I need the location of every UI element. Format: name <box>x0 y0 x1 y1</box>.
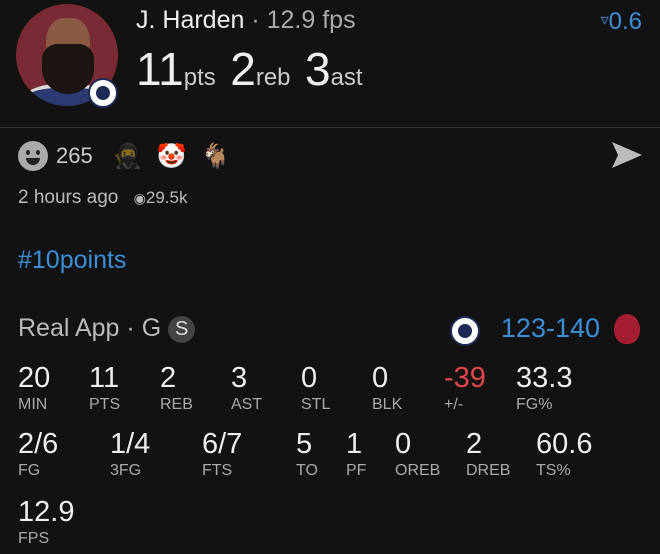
stat-value: 0 <box>301 362 318 394</box>
stat-label: FPS <box>18 530 50 547</box>
source-name: Real App <box>18 314 120 342</box>
opponent-team-logo-icon <box>614 314 640 344</box>
stat-oreb: 0 OREB <box>395 428 440 480</box>
stat-value: 20 <box>18 362 51 394</box>
position: G <box>141 314 162 342</box>
stat-value: 2 <box>466 428 483 460</box>
stat-label: PF <box>346 462 367 479</box>
separator: · <box>251 6 260 34</box>
ninja-emoji-icon[interactable]: 🥷 <box>112 142 143 170</box>
stat-label: TO <box>296 462 318 479</box>
reb-unit: reb <box>255 64 291 91</box>
stat-stl: 0 STL <box>301 362 330 414</box>
stat-label: AST <box>231 396 263 413</box>
reaction-count: 265 <box>56 143 93 168</box>
stat-value: 33.3 <box>516 362 573 394</box>
stat-fg-pct: 33.3 FG% <box>516 362 572 414</box>
stat-value: 1 <box>346 428 363 460</box>
stat-3fg: 1/4 3FG <box>110 428 150 480</box>
reb-value: 2 <box>230 43 256 95</box>
stat-value: 11 <box>89 362 120 394</box>
stat-ast: 3 AST <box>231 362 262 414</box>
game-score[interactable]: 123-140 <box>500 313 600 343</box>
view-count: 29.5k <box>145 188 188 207</box>
stat-pts: 11 PTS <box>89 362 120 414</box>
stat-value: 2 <box>160 362 177 394</box>
stat-to: 5 TO <box>296 428 318 480</box>
trend-value: 0.6 <box>608 8 642 35</box>
ast-unit: ast <box>330 64 363 91</box>
beard <box>42 44 94 94</box>
post-meta: 2 hours ago ◉29.5k <box>18 187 187 209</box>
stat-pf: 1 PF <box>346 428 366 480</box>
send-icon <box>612 142 642 168</box>
fps-text: 12.9 fps <box>266 6 356 34</box>
stat-value: 5 <box>296 428 313 460</box>
stat-blk: 0 BLK <box>372 362 402 414</box>
stat-value: 1/4 <box>110 428 151 460</box>
filter-down-icon: ▿ <box>600 12 609 29</box>
stat-value: 12.9 <box>18 496 75 528</box>
trend-indicator: ▿0.6 <box>601 8 642 36</box>
box-row-1: 20 MIN 11 PTS 2 REB 3 AST 0 STL 0 BLK -39 +/- 3… <box>0 362 660 422</box>
stat-value: 3 <box>231 362 248 394</box>
stat-label: BLK <box>372 396 403 413</box>
separator: · <box>126 314 135 342</box>
timestamp: 2 hours ago <box>18 187 119 208</box>
box-row-3: 12.9 FPS <box>0 496 660 554</box>
pts-unit: pts <box>183 64 216 91</box>
stat-value: 6/7 <box>202 428 243 460</box>
box-row-2: 2/6 FG 1/4 3FG 6/7 FTS 5 TO 1 PF 0 OREB 2 DREB … <box>0 428 660 488</box>
goat-emoji-icon[interactable]: 🐐 <box>200 142 231 170</box>
stat-label: 3FG <box>110 462 142 479</box>
stat-label: FG% <box>516 396 553 413</box>
stat-value: 0 <box>372 362 389 394</box>
stat-value: -39 <box>444 362 486 394</box>
share-button[interactable] <box>610 140 644 175</box>
stat-fps: 12.9 FPS <box>18 496 74 548</box>
home-team-logo-icon <box>450 316 480 346</box>
stat-label: FTS <box>202 462 233 479</box>
stat-fg: 2/6 FG <box>18 428 58 480</box>
hashtag-link[interactable]: #10points <box>18 246 127 274</box>
headline-stats: 11pts 2reb 3ast <box>136 42 363 96</box>
smiley-icon[interactable] <box>18 141 48 171</box>
eye-icon: ◉ <box>133 190 146 206</box>
stat-label: MIN <box>18 396 48 413</box>
stat-label: OREB <box>395 462 441 479</box>
stat-label: FG <box>18 462 41 479</box>
stat-min: 20 MIN <box>18 362 50 414</box>
stat-label: REB <box>160 396 193 413</box>
stat-label: TS% <box>536 462 571 479</box>
stat-label: PTS <box>89 396 121 413</box>
starter-badge: S <box>168 315 196 343</box>
stat-dreb: 2 DREB <box>466 428 510 480</box>
player-title[interactable]: J. Harden · 12.9 fps <box>136 6 356 35</box>
divider <box>0 127 660 128</box>
stat-value: 2/6 <box>18 428 59 460</box>
game-source: Real App · G S <box>18 314 196 343</box>
stat-label: +/- <box>444 396 464 413</box>
clown-emoji-icon[interactable]: 🤡 <box>156 142 187 170</box>
stat-label: STL <box>301 396 331 413</box>
stat-plus-minus: -39 +/- <box>444 362 486 414</box>
player-name: J. Harden <box>136 6 245 34</box>
stat-fts: 6/7 FTS <box>202 428 242 480</box>
stat-value: 60.6 <box>536 428 593 460</box>
team-logo-icon <box>88 78 118 108</box>
stat-label: DREB <box>466 462 511 479</box>
ast-value: 3 <box>304 43 331 95</box>
stat-reb: 2 REB <box>160 362 193 414</box>
pts-value: 11 <box>136 43 184 95</box>
stat-ts-pct: 60.6 TS% <box>536 428 592 480</box>
stat-value: 0 <box>395 428 412 460</box>
reactions-row: 265 🥷 🤡 🐐 <box>18 141 230 171</box>
